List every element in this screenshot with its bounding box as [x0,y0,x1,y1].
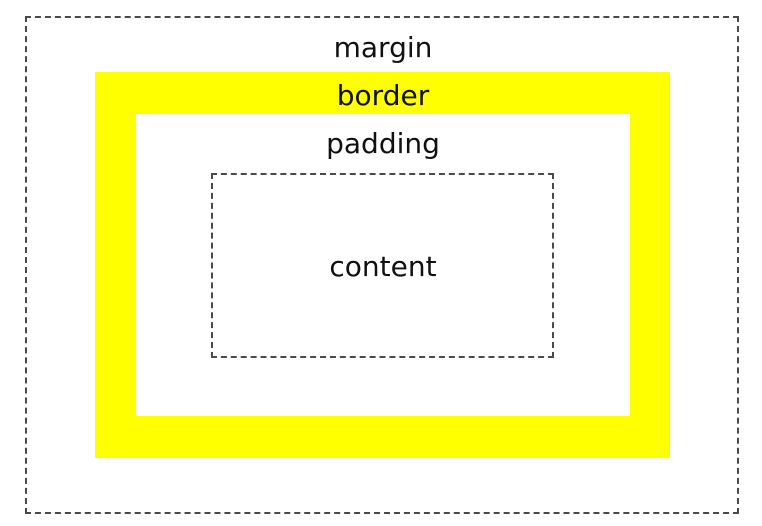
margin-box [25,16,739,514]
padding-box [136,114,630,416]
margin-label: margin [333,31,433,64]
border-label: border [336,79,430,112]
padding-label: padding [326,127,440,160]
content-label: content [329,250,437,283]
content-box [211,173,554,358]
